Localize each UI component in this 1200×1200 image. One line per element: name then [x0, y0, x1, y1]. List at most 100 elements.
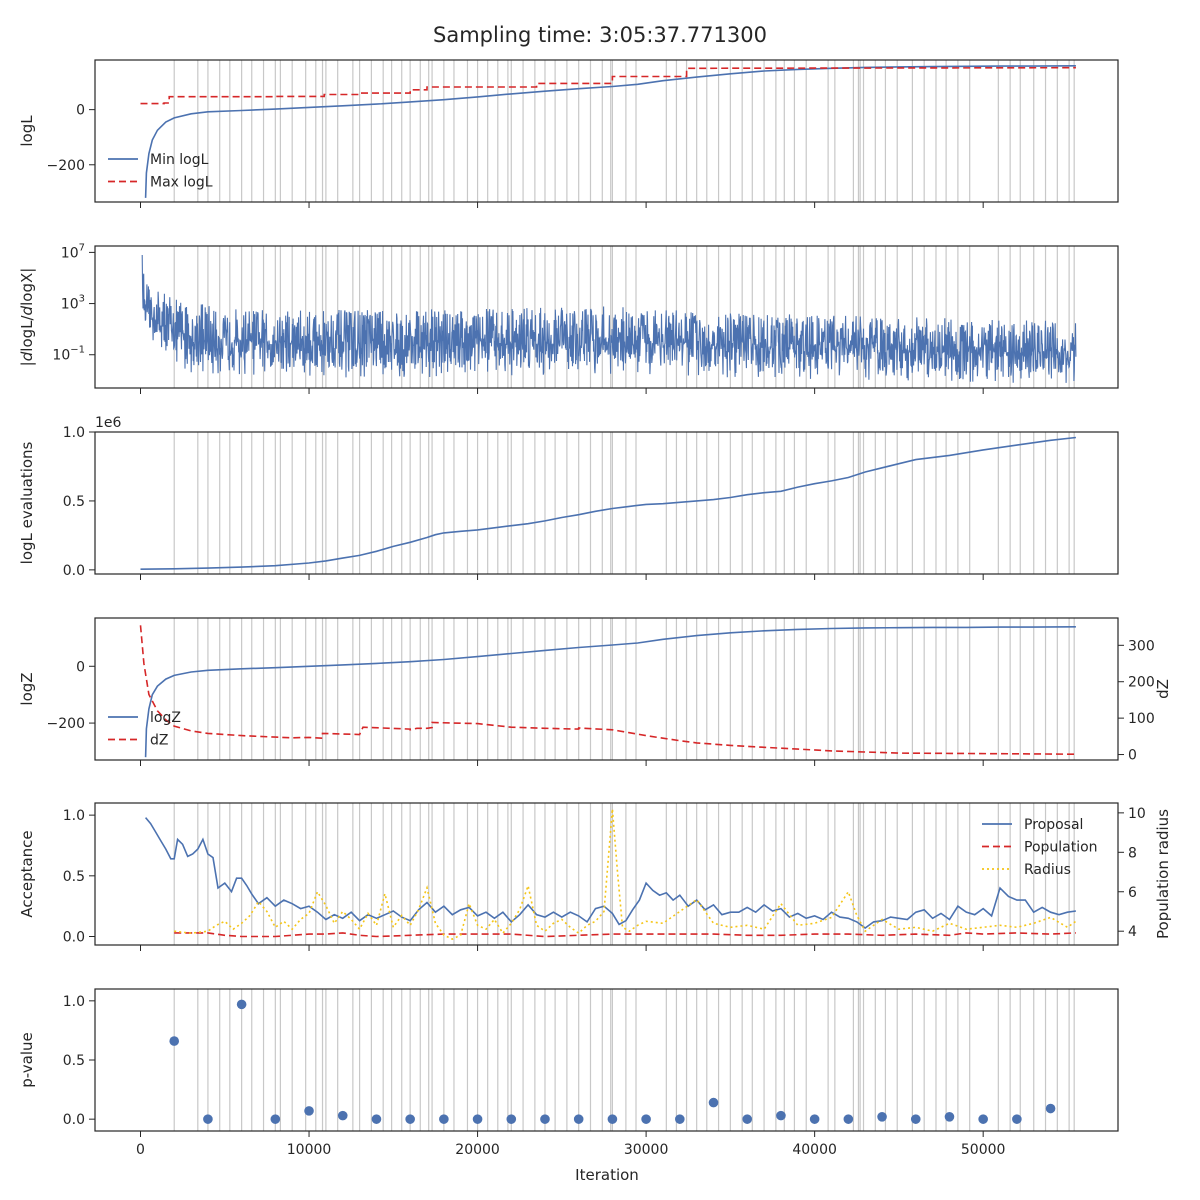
scatter-series	[169, 999, 1056, 1124]
data-point	[1012, 1114, 1022, 1124]
data-point	[472, 1114, 483, 1124]
axes-frame	[94, 59, 1119, 203]
x-axis-label: Iteration	[575, 1166, 639, 1184]
data-point	[776, 1110, 786, 1121]
axes-frame	[94, 245, 1119, 389]
panel-acceptance: 0.0 0.5 1.0 4 6 8 10 Acceptance Population radiu…	[18, 802, 1172, 951]
data-point	[540, 1114, 550, 1124]
offset-label: 1e6	[95, 415, 122, 431]
x-tick-label: 40000	[792, 1142, 837, 1158]
y-right-tick-label: 6	[1128, 885, 1137, 901]
data-point	[944, 1112, 955, 1122]
y-tick-label: 1.0	[63, 808, 85, 824]
x-tick-label: 0	[136, 1142, 145, 1158]
data-point	[439, 1114, 449, 1124]
y-tick-label: 0	[76, 659, 85, 675]
y-axis-label: logL	[18, 115, 36, 147]
y-right-tick-label: 4	[1128, 924, 1137, 940]
data-point	[236, 999, 247, 1010]
data-point	[405, 1114, 415, 1124]
x-tick-label: 10000	[287, 1142, 332, 1158]
y-right-tick-label: 10	[1128, 806, 1146, 822]
axes-frame	[94, 617, 1119, 761]
data-point	[708, 1097, 719, 1108]
y-right-axis-label: Population radius	[1154, 809, 1172, 939]
data-point	[304, 1106, 314, 1116]
x-tick-label: 30000	[624, 1142, 669, 1158]
y-tick-label: −200	[47, 716, 85, 732]
data-point	[506, 1114, 517, 1124]
y-tick-label: −200	[47, 158, 85, 174]
vertical-lines	[173, 989, 1075, 1131]
y-tick-label: 103	[61, 294, 85, 313]
data-point	[270, 1114, 281, 1124]
y-tick-label: 0.0	[63, 930, 85, 946]
y-axis-label: logZ	[18, 672, 36, 705]
data-point	[337, 1110, 348, 1121]
legend-label: Radius	[1024, 862, 1071, 878]
y-right-tick-label: 100	[1128, 711, 1155, 727]
vertical-lines	[173, 432, 1075, 574]
data-point	[607, 1114, 618, 1124]
y-tick-label: 107	[61, 242, 85, 261]
y-tick-label: 0.5	[63, 1053, 85, 1069]
panel-evals: 0.0 0.5 1.0 logL evaluations 1e6	[18, 415, 1119, 580]
data-point	[641, 1114, 651, 1124]
axes-frame	[94, 802, 1119, 946]
y-axis-label: logL evaluations	[18, 441, 36, 564]
panel-pvalue: 0 10000 20000 30000 40000 50000 0.0 0.5 1.0 p-val…	[18, 988, 1119, 1158]
data-point	[910, 1114, 921, 1124]
panel-logZ: 0 −200 0 100 200 300 logZ dZ logZ dZ	[18, 617, 1172, 766]
data-point	[843, 1114, 854, 1124]
series-line-logz	[144, 626, 1076, 758]
data-point	[371, 1114, 382, 1124]
y-right-tick-label: 8	[1128, 845, 1137, 861]
axes-frame	[94, 988, 1119, 1132]
axes-frame	[94, 431, 1119, 575]
y-tick-label: 0.5	[63, 494, 85, 510]
data-point	[877, 1112, 887, 1122]
y-tick-label: 0.0	[63, 1112, 85, 1128]
panel-logL: 0 −200 logL Min logL Max logL	[18, 59, 1119, 208]
data-point	[675, 1114, 685, 1124]
x-tick-label: 20000	[455, 1142, 500, 1158]
vertical-lines	[173, 803, 1075, 945]
series-line-proposal	[144, 817, 1077, 929]
legend-label: Min logL	[150, 152, 209, 168]
data-point	[203, 1114, 213, 1124]
data-point	[573, 1114, 584, 1124]
data-point	[742, 1114, 753, 1124]
vertical-lines	[173, 618, 1075, 760]
x-tick-label: 50000	[961, 1142, 1006, 1158]
y-tick-label: 10−1	[52, 345, 85, 364]
legend-label: Population	[1024, 840, 1098, 856]
legend-label: dZ	[150, 733, 168, 749]
vertical-lines	[173, 60, 1075, 202]
y-axis-label: |dlogL/dlogX|	[18, 268, 36, 367]
y-axis-label: Acceptance	[18, 830, 36, 917]
figure-title: Sampling time: 3:05:37.771300	[433, 23, 767, 47]
panels: 0 −200 logL Min logL Max logL 107 103 10−1 |dlog…	[18, 59, 1172, 1158]
y-tick-label: 0	[76, 103, 85, 119]
noise-series-line	[141, 254, 1077, 383]
y-right-tick-label: 200	[1128, 675, 1155, 691]
y-right-axis-label: dZ	[1154, 679, 1172, 699]
y-right-tick-label: 0	[1128, 748, 1137, 764]
data-point	[978, 1114, 988, 1124]
y-tick-label: 0.0	[63, 563, 85, 579]
legend-label: Proposal	[1024, 817, 1083, 833]
y-tick-label: 1.0	[63, 425, 85, 441]
legend: Min logL Max logL	[108, 152, 213, 191]
data-point	[809, 1114, 820, 1124]
data-point	[169, 1036, 180, 1046]
legend-label: Max logL	[150, 175, 213, 191]
legend: logZ dZ	[108, 710, 181, 749]
series-line-data	[140, 436, 1076, 570]
series-line-population	[174, 932, 1076, 938]
y-right-tick-label: 300	[1128, 638, 1155, 654]
y-axis-label: p-value	[18, 1032, 36, 1088]
data-point	[1045, 1103, 1056, 1114]
legend-label: logZ	[150, 710, 181, 726]
series-line-max-logl	[140, 66, 1076, 105]
